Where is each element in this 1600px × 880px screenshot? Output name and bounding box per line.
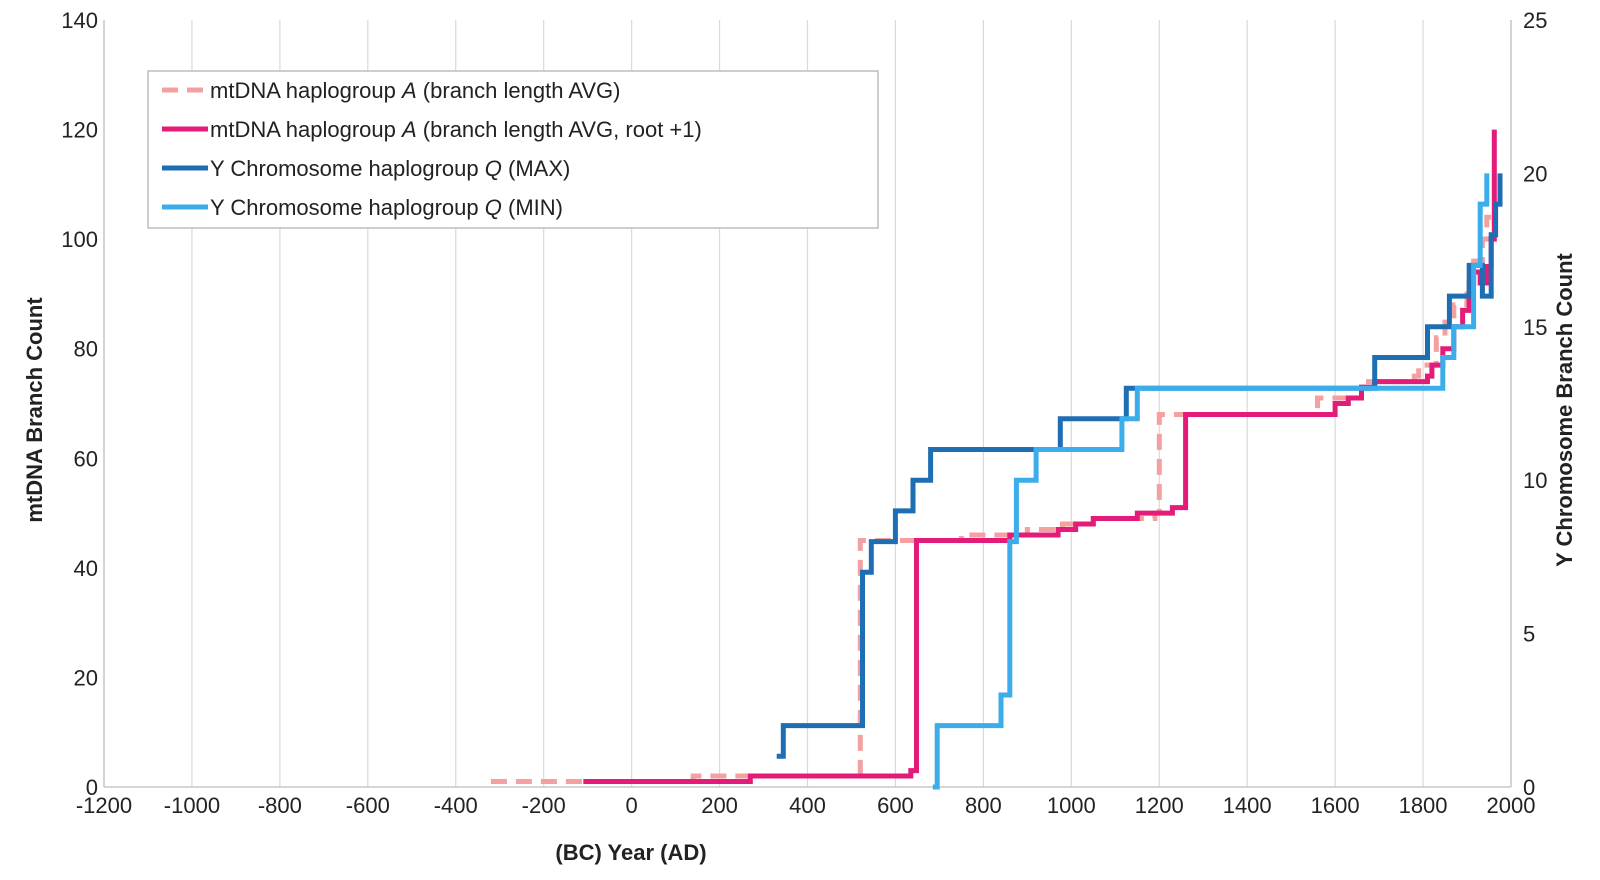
x-tick-label: -200: [522, 793, 566, 818]
x-axis-title: (BC) Year (AD): [555, 840, 706, 865]
y-tick-label: 0: [86, 775, 98, 800]
x-tick-label: 1200: [1135, 793, 1184, 818]
x-tick-label: 400: [789, 793, 826, 818]
series-line-4: [932, 173, 1490, 790]
y-tick-label: 40: [74, 556, 98, 581]
y2-axis-title: Y Chromosome Branch Count: [1552, 252, 1577, 566]
legend-label-2: mtDNA haplogroup A (branch length AVG, r…: [210, 117, 702, 142]
y-tick-label: 60: [74, 446, 98, 471]
legend-label-3: Y Chromosome haplogroup Q (MAX): [210, 156, 570, 181]
x-tick-label: 1000: [1047, 793, 1096, 818]
y2-tick-label: 10: [1523, 468, 1547, 493]
x-tick-label: 2000: [1487, 793, 1536, 818]
x-tick-label: 600: [877, 793, 914, 818]
x-tick-label: -400: [434, 793, 478, 818]
y2-tick-label: 5: [1523, 622, 1535, 647]
series-lines: [490, 129, 1503, 790]
x-tick-label: 1400: [1223, 793, 1272, 818]
y-tick-label: 20: [74, 665, 98, 690]
x-tick-label: 1600: [1311, 793, 1360, 818]
x-tick-label: -1000: [164, 793, 220, 818]
legend: mtDNA haplogroup A (branch length AVG) mt…: [147, 70, 879, 229]
y2-tick-label: 15: [1523, 315, 1547, 340]
series-line-3: [776, 173, 1503, 759]
y-axis-title: mtDNA Branch Count: [22, 297, 47, 523]
tick-labels: -1200 -1000 -800 -600 -400 -200 0 200 400 600 800 1…: [61, 8, 1547, 818]
x-tick-label: -800: [258, 793, 302, 818]
y-tick-label: 140: [61, 8, 98, 33]
x-tick-label: 800: [965, 793, 1002, 818]
y2-tick-label: 0: [1523, 775, 1535, 800]
y-tick-label: 120: [61, 118, 98, 143]
x-tick-label: 0: [626, 793, 638, 818]
y-tick-label: 80: [74, 337, 98, 362]
y2-tick-label: 25: [1523, 8, 1547, 33]
y2-tick-label: 20: [1523, 161, 1547, 186]
x-tick-label: -600: [346, 793, 390, 818]
axes: [103, 20, 1512, 788]
legend-label-4: Y Chromosome haplogroup Q (MIN): [210, 195, 563, 220]
legend-label-1: mtDNA haplogroup A (branch length AVG): [210, 78, 621, 103]
x-tick-label: 1800: [1399, 793, 1448, 818]
x-tick-label: 200: [701, 793, 738, 818]
legend-box: [147, 70, 879, 229]
x-tick-label: -1200: [76, 793, 132, 818]
y-tick-label: 100: [61, 227, 98, 252]
